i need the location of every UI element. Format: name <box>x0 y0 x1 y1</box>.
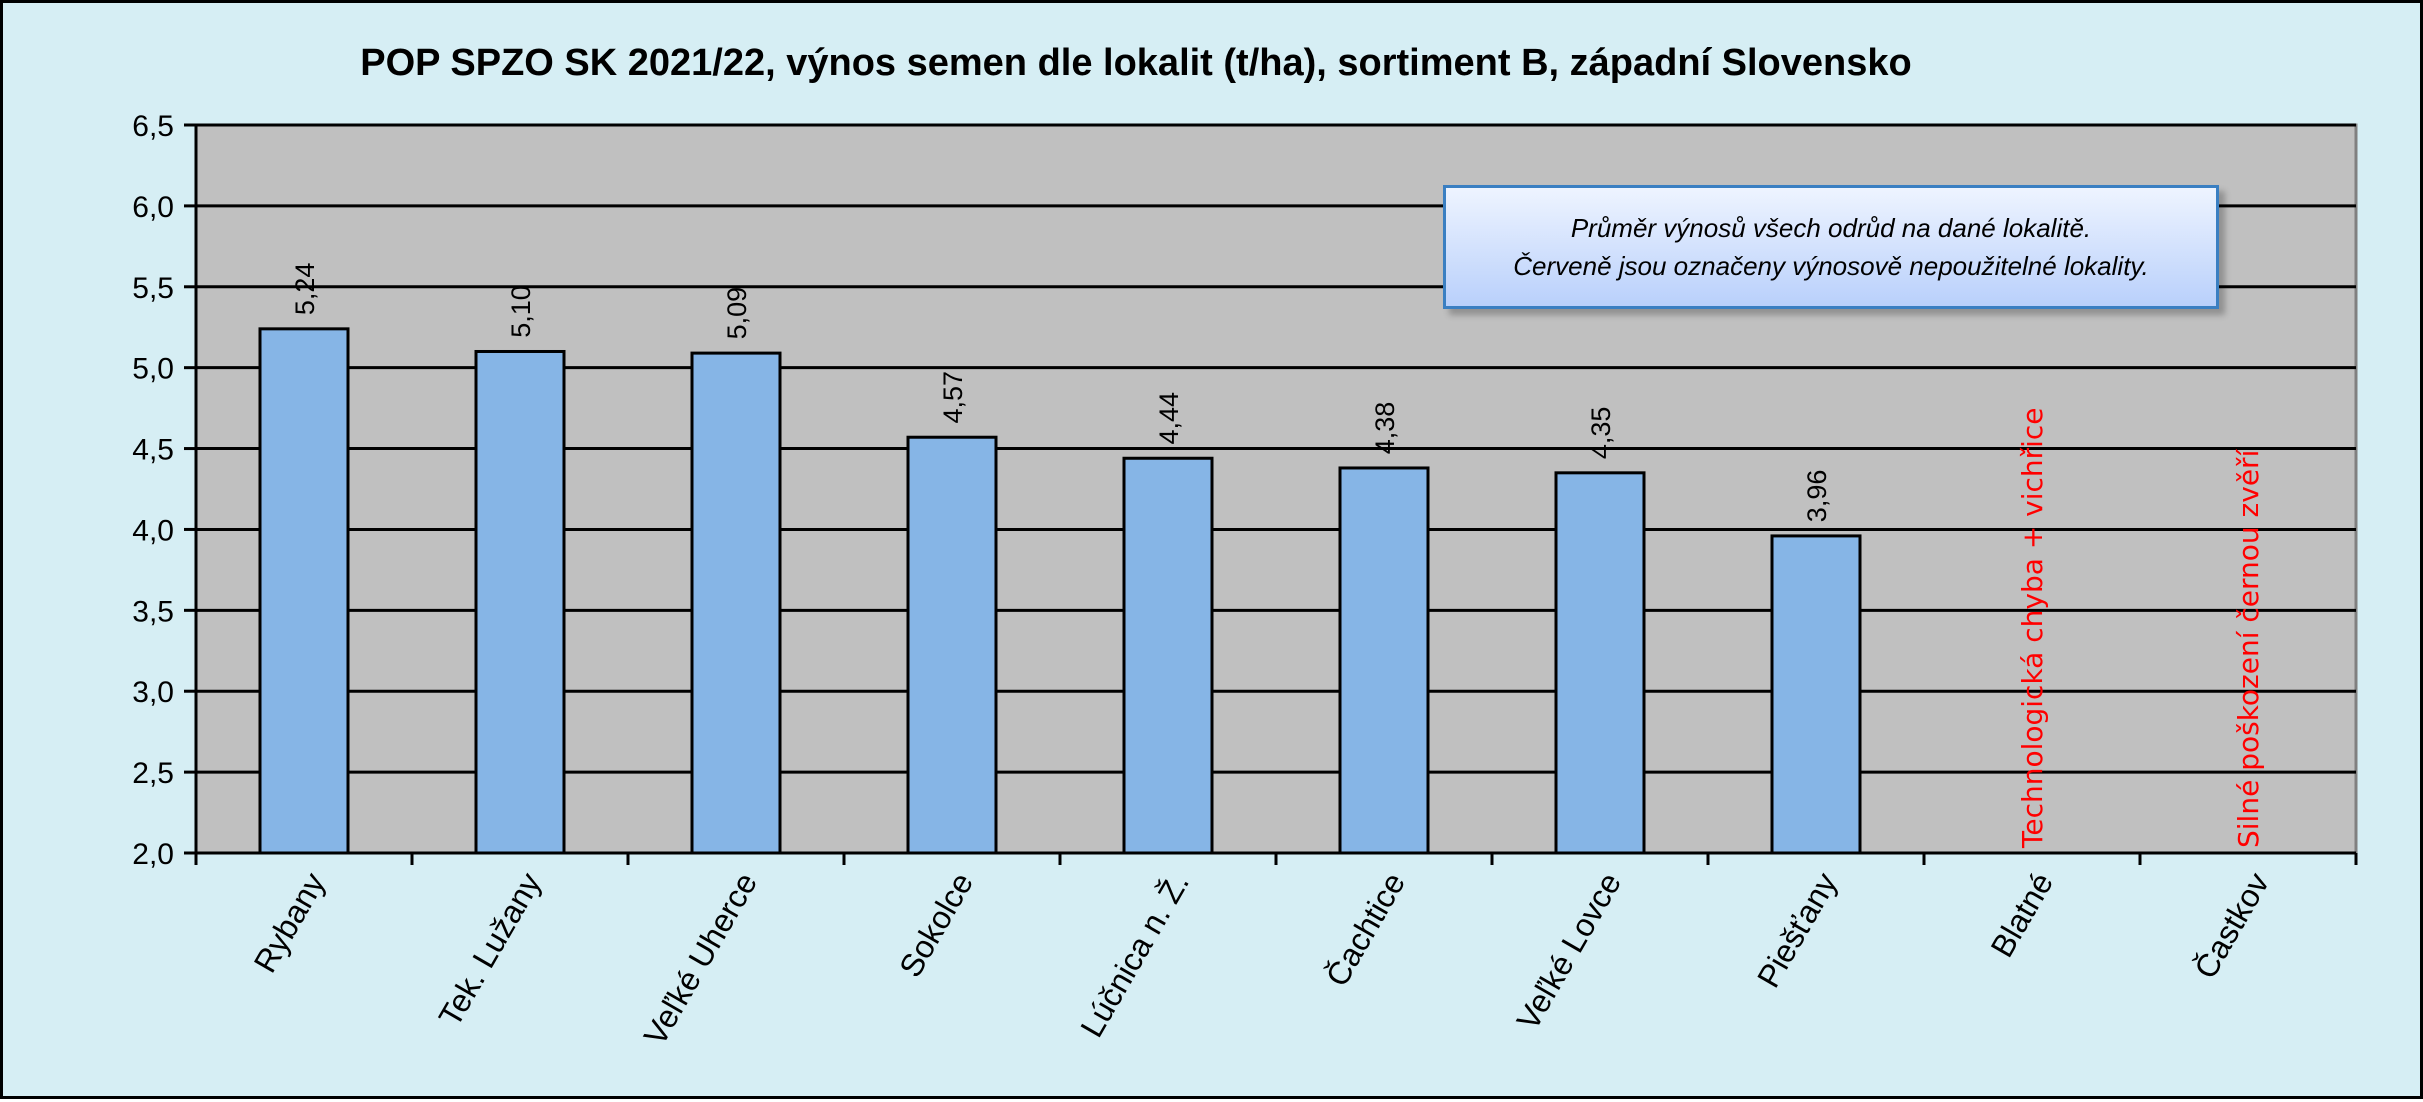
x-tick-label-0: Rybany <box>247 867 332 979</box>
note-line-2: Červeně jsou označeny výnosově nepoužite… <box>1513 251 2149 281</box>
y-tick-label: 2,5 <box>132 757 174 790</box>
bar-6 <box>1554 471 1646 855</box>
value-label-2: 5,09 <box>722 287 752 340</box>
value-label-5: 4,38 <box>1370 402 1400 455</box>
y-tick-label: 3,5 <box>132 595 174 628</box>
bar-0 <box>258 327 350 855</box>
x-tick-label-9: Častkov <box>2187 867 2276 985</box>
chart-title: POP SPZO SK 2021/22, výnos semen dle lok… <box>360 42 1911 84</box>
value-label-3: 4,57 <box>938 371 968 424</box>
bar-7 <box>1770 534 1862 855</box>
bar-2 <box>690 351 782 855</box>
value-label-4: 4,44 <box>1154 392 1184 445</box>
x-tick-label-7: Piešťany <box>1750 867 1844 994</box>
y-tick-label: 2,0 <box>132 838 174 871</box>
x-tick-label-6: Veľké Lovce <box>1509 867 1628 1036</box>
y-tick-label: 4,0 <box>132 514 174 547</box>
y-tick-label: 4,5 <box>132 434 174 467</box>
value-label-1: 5,10 <box>506 285 536 338</box>
x-tick-label-5: Čachtice <box>1319 867 1412 993</box>
x-tick-label-4: Lúčnica n. Ž. <box>1073 867 1196 1044</box>
y-tick-label: 6,0 <box>132 191 174 224</box>
y-tick-label: 6,5 <box>132 110 174 143</box>
x-tick-label-3: Sokolce <box>892 867 980 984</box>
note-line-1: Průměr výnosů všech odrůd na dané lokali… <box>1570 213 2092 243</box>
x-tick-label-2: Veľké Uherce <box>637 867 764 1052</box>
note-box: Průměr výnosů všech odrůd na dané lokali… <box>1443 185 2219 309</box>
annotation-9: Silné poškození černou zvěří <box>2232 448 2265 848</box>
x-tick-label-8: Blatné <box>1984 867 2061 964</box>
bar-1 <box>474 349 566 855</box>
bar-chart: POP SPZO SK 2021/22, výnos semen dle lok… <box>132 42 2358 1052</box>
y-tick-label: 3,0 <box>132 676 174 709</box>
value-label-7: 3,96 <box>1802 470 1832 523</box>
x-tick-label-1: Tek. Lužany <box>432 867 549 1033</box>
value-label-6: 4,35 <box>1586 407 1616 460</box>
y-tick-label: 5,5 <box>132 272 174 305</box>
bar-5 <box>1338 466 1430 855</box>
value-label-0: 5,24 <box>290 263 320 316</box>
bar-4 <box>1122 456 1214 855</box>
bar-3 <box>906 435 998 855</box>
annotation-8: Technologická chyba + vichřice <box>2016 407 2049 849</box>
y-tick-label: 5,0 <box>132 353 174 386</box>
